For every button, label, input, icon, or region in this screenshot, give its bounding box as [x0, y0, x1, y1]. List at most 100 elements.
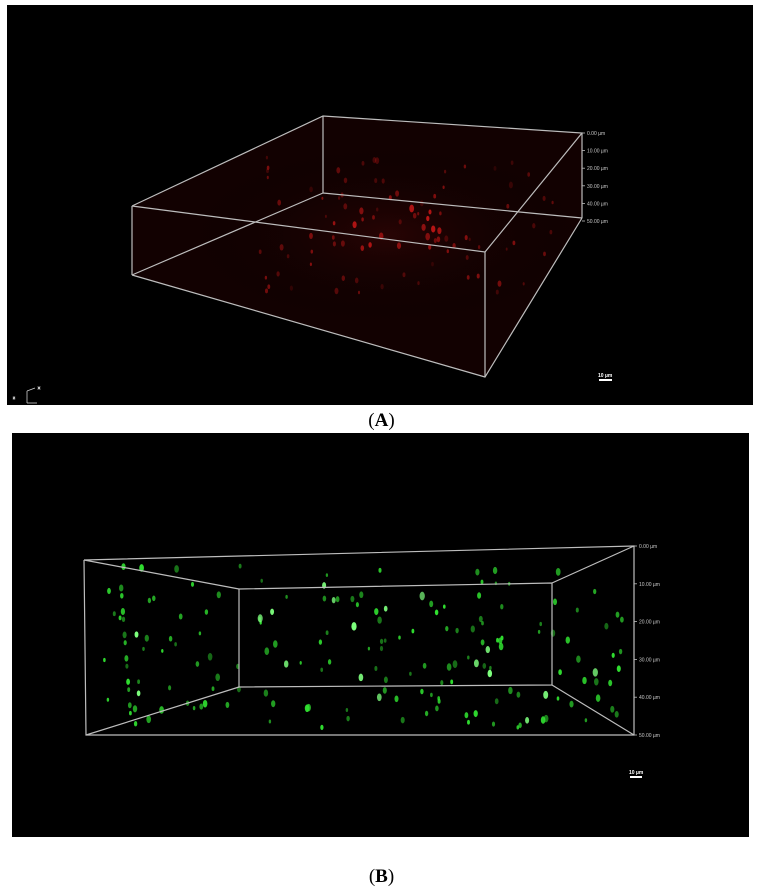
cell-dot	[132, 705, 138, 713]
cell-dot	[481, 621, 484, 626]
cell-dot	[527, 172, 531, 177]
caption-b: (B)	[0, 866, 763, 888]
cell-dot	[360, 245, 365, 252]
cell-dot	[466, 275, 470, 280]
cell-dot	[381, 178, 385, 184]
cell-dot	[124, 655, 129, 662]
cell-dot	[470, 625, 475, 633]
cell-dot	[428, 244, 432, 250]
cell-dot	[569, 700, 574, 708]
cell-dot	[112, 611, 116, 617]
cell-dot	[593, 588, 597, 595]
cell-dot	[285, 594, 288, 599]
cell-dot	[420, 688, 424, 695]
cell-dot	[273, 640, 278, 648]
cell-dot	[270, 608, 275, 615]
cell-dot	[446, 663, 452, 671]
cell-dot	[379, 638, 384, 645]
cell-dot	[543, 690, 549, 699]
cell-dot	[582, 676, 587, 685]
cell-dot	[437, 696, 441, 701]
cell-dot	[394, 695, 399, 703]
cell-dot	[433, 193, 437, 199]
cell-dot	[266, 165, 270, 170]
cell-dot	[480, 639, 485, 646]
cell-dot	[358, 673, 364, 682]
cell-dot	[346, 715, 350, 722]
cell-dot	[508, 686, 513, 695]
cell-dot	[446, 249, 449, 254]
cell-dot	[402, 272, 406, 278]
depth-tick-label: 30.00 µm	[639, 657, 660, 663]
cell-dot	[343, 177, 348, 184]
cell-dot	[487, 669, 493, 678]
cell-dot	[266, 175, 269, 180]
cell-dot	[437, 227, 442, 235]
volume-glow-a	[187, 145, 587, 325]
cell-dot	[238, 563, 242, 569]
cell-dot	[136, 690, 141, 697]
cell-dot	[477, 592, 482, 599]
cell-dot	[620, 616, 624, 623]
panel-b-svg: 0.00 µm 10.00 µm 20.00 µm 30.00 µm 40.00 µm 5…	[83, 544, 660, 778]
cell-dot	[107, 587, 111, 595]
cell-dot	[444, 235, 449, 242]
cell-dot	[119, 584, 124, 592]
svg-text:x: x	[38, 385, 40, 390]
caption-b-open: (	[368, 866, 376, 887]
cell-dot	[417, 281, 420, 286]
cell-dot	[482, 662, 487, 669]
depth-tick-label: 10.00 µm	[639, 582, 660, 588]
cell-dot	[442, 185, 445, 190]
cell-dot	[168, 685, 172, 691]
cell-dot	[555, 568, 561, 576]
caption-b-letter: B	[375, 866, 388, 887]
cell-dot	[417, 212, 420, 216]
caption-b-close: )	[387, 866, 395, 887]
cell-dot	[465, 255, 469, 260]
cell-dot	[467, 655, 470, 660]
cell-dot	[576, 655, 581, 663]
cell-dot	[518, 722, 522, 729]
cell-dot	[120, 592, 124, 599]
cell-dot	[309, 262, 312, 267]
cell-dot	[146, 715, 152, 724]
cell-dot	[400, 716, 405, 724]
cell-dot	[324, 214, 327, 218]
scale-bar-a: 10 µm	[598, 373, 613, 381]
caption-a-close: )	[388, 410, 395, 431]
cell-dot	[377, 616, 382, 624]
cell-dot	[320, 724, 324, 731]
cell-dot	[161, 648, 164, 653]
axis-orientation-icon: z x	[13, 385, 40, 404]
cell-dot	[325, 573, 329, 577]
depth-tick-label: 50.00 µm	[587, 219, 608, 225]
cell-dot	[551, 200, 554, 205]
box-edge	[131, 217, 583, 378]
cell-dot	[419, 200, 424, 207]
cell-dot	[492, 566, 498, 575]
cell-dot	[325, 630, 329, 636]
cell-dot	[556, 696, 560, 701]
depth-tick-label: 0.00 µm	[639, 544, 657, 550]
cell-dot	[443, 169, 447, 174]
cell-dot	[309, 232, 313, 239]
cell-dot	[478, 615, 483, 623]
cell-dot	[512, 240, 516, 246]
cell-dot	[543, 251, 546, 257]
cell-dot	[359, 591, 364, 599]
cell-dot	[375, 157, 380, 164]
cell-dot	[335, 596, 340, 603]
cell-dot	[493, 166, 497, 171]
cell-dot	[271, 700, 276, 708]
cell-dot	[118, 615, 122, 621]
cell-dot	[516, 691, 521, 698]
cell-dot	[476, 273, 480, 279]
bounding-box-b	[83, 545, 635, 736]
cell-dot	[204, 609, 209, 615]
cell-dot	[592, 668, 598, 677]
box-edge	[85, 686, 240, 736]
cell-dot	[260, 578, 263, 583]
cell-dot	[351, 622, 357, 631]
cell-dot	[494, 698, 499, 705]
